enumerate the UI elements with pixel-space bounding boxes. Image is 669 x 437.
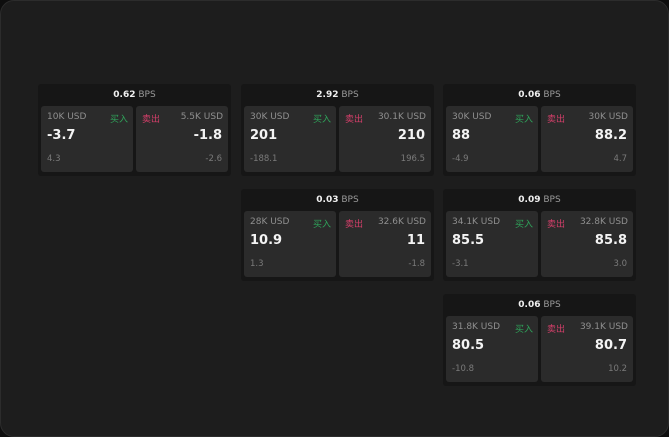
quote-card: 0.06 BPS 30K USD 买入 88 -4.9 卖出 30K USD 88.… (443, 84, 636, 176)
ask-size: 5.5K USD (180, 112, 223, 122)
bid-size: 10K USD (47, 112, 87, 122)
bid-price: 88 (452, 128, 471, 143)
ask-size: 30K USD (588, 112, 628, 122)
buy-label: 买入 (312, 115, 331, 125)
sell-tile[interactable]: 卖出 39.1K USD 80.7 10.2 (541, 316, 633, 382)
spread-unit: BPS (341, 90, 359, 100)
quote-card: 0.09 BPS 34.1K USD 买入 85.5 -3.1 卖出 32.8K U… (443, 189, 636, 281)
sell-label: 卖出 (345, 115, 364, 125)
bid-size: 31.8K USD (452, 322, 501, 332)
spread-unit: BPS (543, 300, 561, 310)
buy-label: 买入 (514, 115, 533, 125)
sell-label: 卖出 (142, 115, 161, 125)
ask-price: 88.2 (594, 128, 627, 143)
spread-value: 0.03 (316, 195, 339, 205)
quote-card: 0.03 BPS 28K USD 买入 10.9 1.3 卖出 32.6K USD … (241, 189, 434, 281)
ask-price: 11 (406, 233, 425, 248)
ask-change: -2.6 (205, 154, 222, 164)
buy-tile[interactable]: 34.1K USD 买入 85.5 -3.1 (446, 211, 538, 277)
spread-value: 0.06 (518, 90, 541, 100)
sell-tile[interactable]: 卖出 30.1K USD 210 196.5 (339, 106, 431, 172)
spread-value: 0.09 (518, 195, 541, 205)
sell-label: 卖出 (547, 220, 566, 230)
bid-size: 28K USD (250, 217, 290, 227)
ask-change: 10.2 (608, 364, 627, 374)
sell-tile[interactable]: 卖出 5.5K USD -1.8 -2.6 (136, 106, 228, 172)
quote-card: 2.92 BPS 30K USD 买入 201 -188.1 卖出 30.1K US… (241, 84, 434, 176)
buy-label: 买入 (312, 220, 331, 230)
spread-unit: BPS (341, 195, 359, 205)
ask-price: 80.7 (594, 338, 627, 353)
quote-card: 0.06 BPS 31.8K USD 买入 80.5 -10.8 卖出 39.1K … (443, 294, 636, 386)
buy-label: 买入 (109, 115, 128, 125)
bid-change: -188.1 (250, 154, 278, 164)
bid-size: 30K USD (452, 112, 492, 122)
sell-label: 卖出 (547, 325, 566, 335)
buy-tile[interactable]: 28K USD 买入 10.9 1.3 (244, 211, 336, 277)
spread-unit: BPS (543, 195, 561, 205)
spread-header: 0.09 BPS (443, 189, 636, 211)
spread-header: 0.03 BPS (241, 189, 434, 211)
buy-tile[interactable]: 30K USD 买入 88 -4.9 (446, 106, 538, 172)
bid-change: -4.9 (452, 154, 469, 164)
sell-tile[interactable]: 卖出 32.6K USD 11 -1.8 (339, 211, 431, 277)
sell-tile[interactable]: 卖出 32.8K USD 85.8 3.0 (541, 211, 633, 277)
bid-change: 1.3 (250, 259, 264, 269)
quote-card: 0.62 BPS 10K USD 买入 -3.7 4.3 卖出 5.5K USD -… (38, 84, 231, 176)
buy-tile[interactable]: 30K USD 买入 201 -188.1 (244, 106, 336, 172)
buy-tile[interactable]: 31.8K USD 买入 80.5 -10.8 (446, 316, 538, 382)
bid-size: 30K USD (250, 112, 290, 122)
spread-header: 0.62 BPS (38, 84, 231, 106)
ask-price: 210 (397, 128, 425, 143)
ask-size: 39.1K USD (579, 322, 628, 332)
ask-price: 85.8 (594, 233, 627, 248)
sell-tile[interactable]: 卖出 30K USD 88.2 4.7 (541, 106, 633, 172)
sell-label: 卖出 (345, 220, 364, 230)
ask-size: 30.1K USD (377, 112, 426, 122)
ask-size: 32.6K USD (377, 217, 426, 227)
bid-size: 34.1K USD (452, 217, 501, 227)
ask-change: -1.8 (408, 259, 425, 269)
spread-value: 0.62 (113, 90, 136, 100)
ask-change: 196.5 (400, 154, 425, 164)
bid-price: 10.9 (250, 233, 283, 248)
spread-value: 0.06 (518, 300, 541, 310)
bid-price: 201 (250, 128, 278, 143)
bid-change: -10.8 (452, 364, 474, 374)
spread-header: 0.06 BPS (443, 84, 636, 106)
spread-header: 2.92 BPS (241, 84, 434, 106)
bid-price: 85.5 (452, 233, 485, 248)
spread-unit: BPS (138, 90, 156, 100)
buy-label: 买入 (514, 325, 533, 335)
bid-price: 80.5 (452, 338, 485, 353)
ask-size: 32.8K USD (579, 217, 628, 227)
spread-value: 2.92 (316, 90, 339, 100)
ask-price: -1.8 (193, 128, 222, 143)
buy-tile[interactable]: 10K USD 买入 -3.7 4.3 (41, 106, 133, 172)
spread-header: 0.06 BPS (443, 294, 636, 316)
spread-unit: BPS (543, 90, 561, 100)
sell-label: 卖出 (547, 115, 566, 125)
bid-price: -3.7 (47, 128, 76, 143)
bid-change: -3.1 (452, 259, 469, 269)
ask-change: 4.7 (613, 154, 627, 164)
ask-change: 3.0 (613, 259, 627, 269)
buy-label: 买入 (514, 220, 533, 230)
bid-change: 4.3 (47, 154, 61, 164)
